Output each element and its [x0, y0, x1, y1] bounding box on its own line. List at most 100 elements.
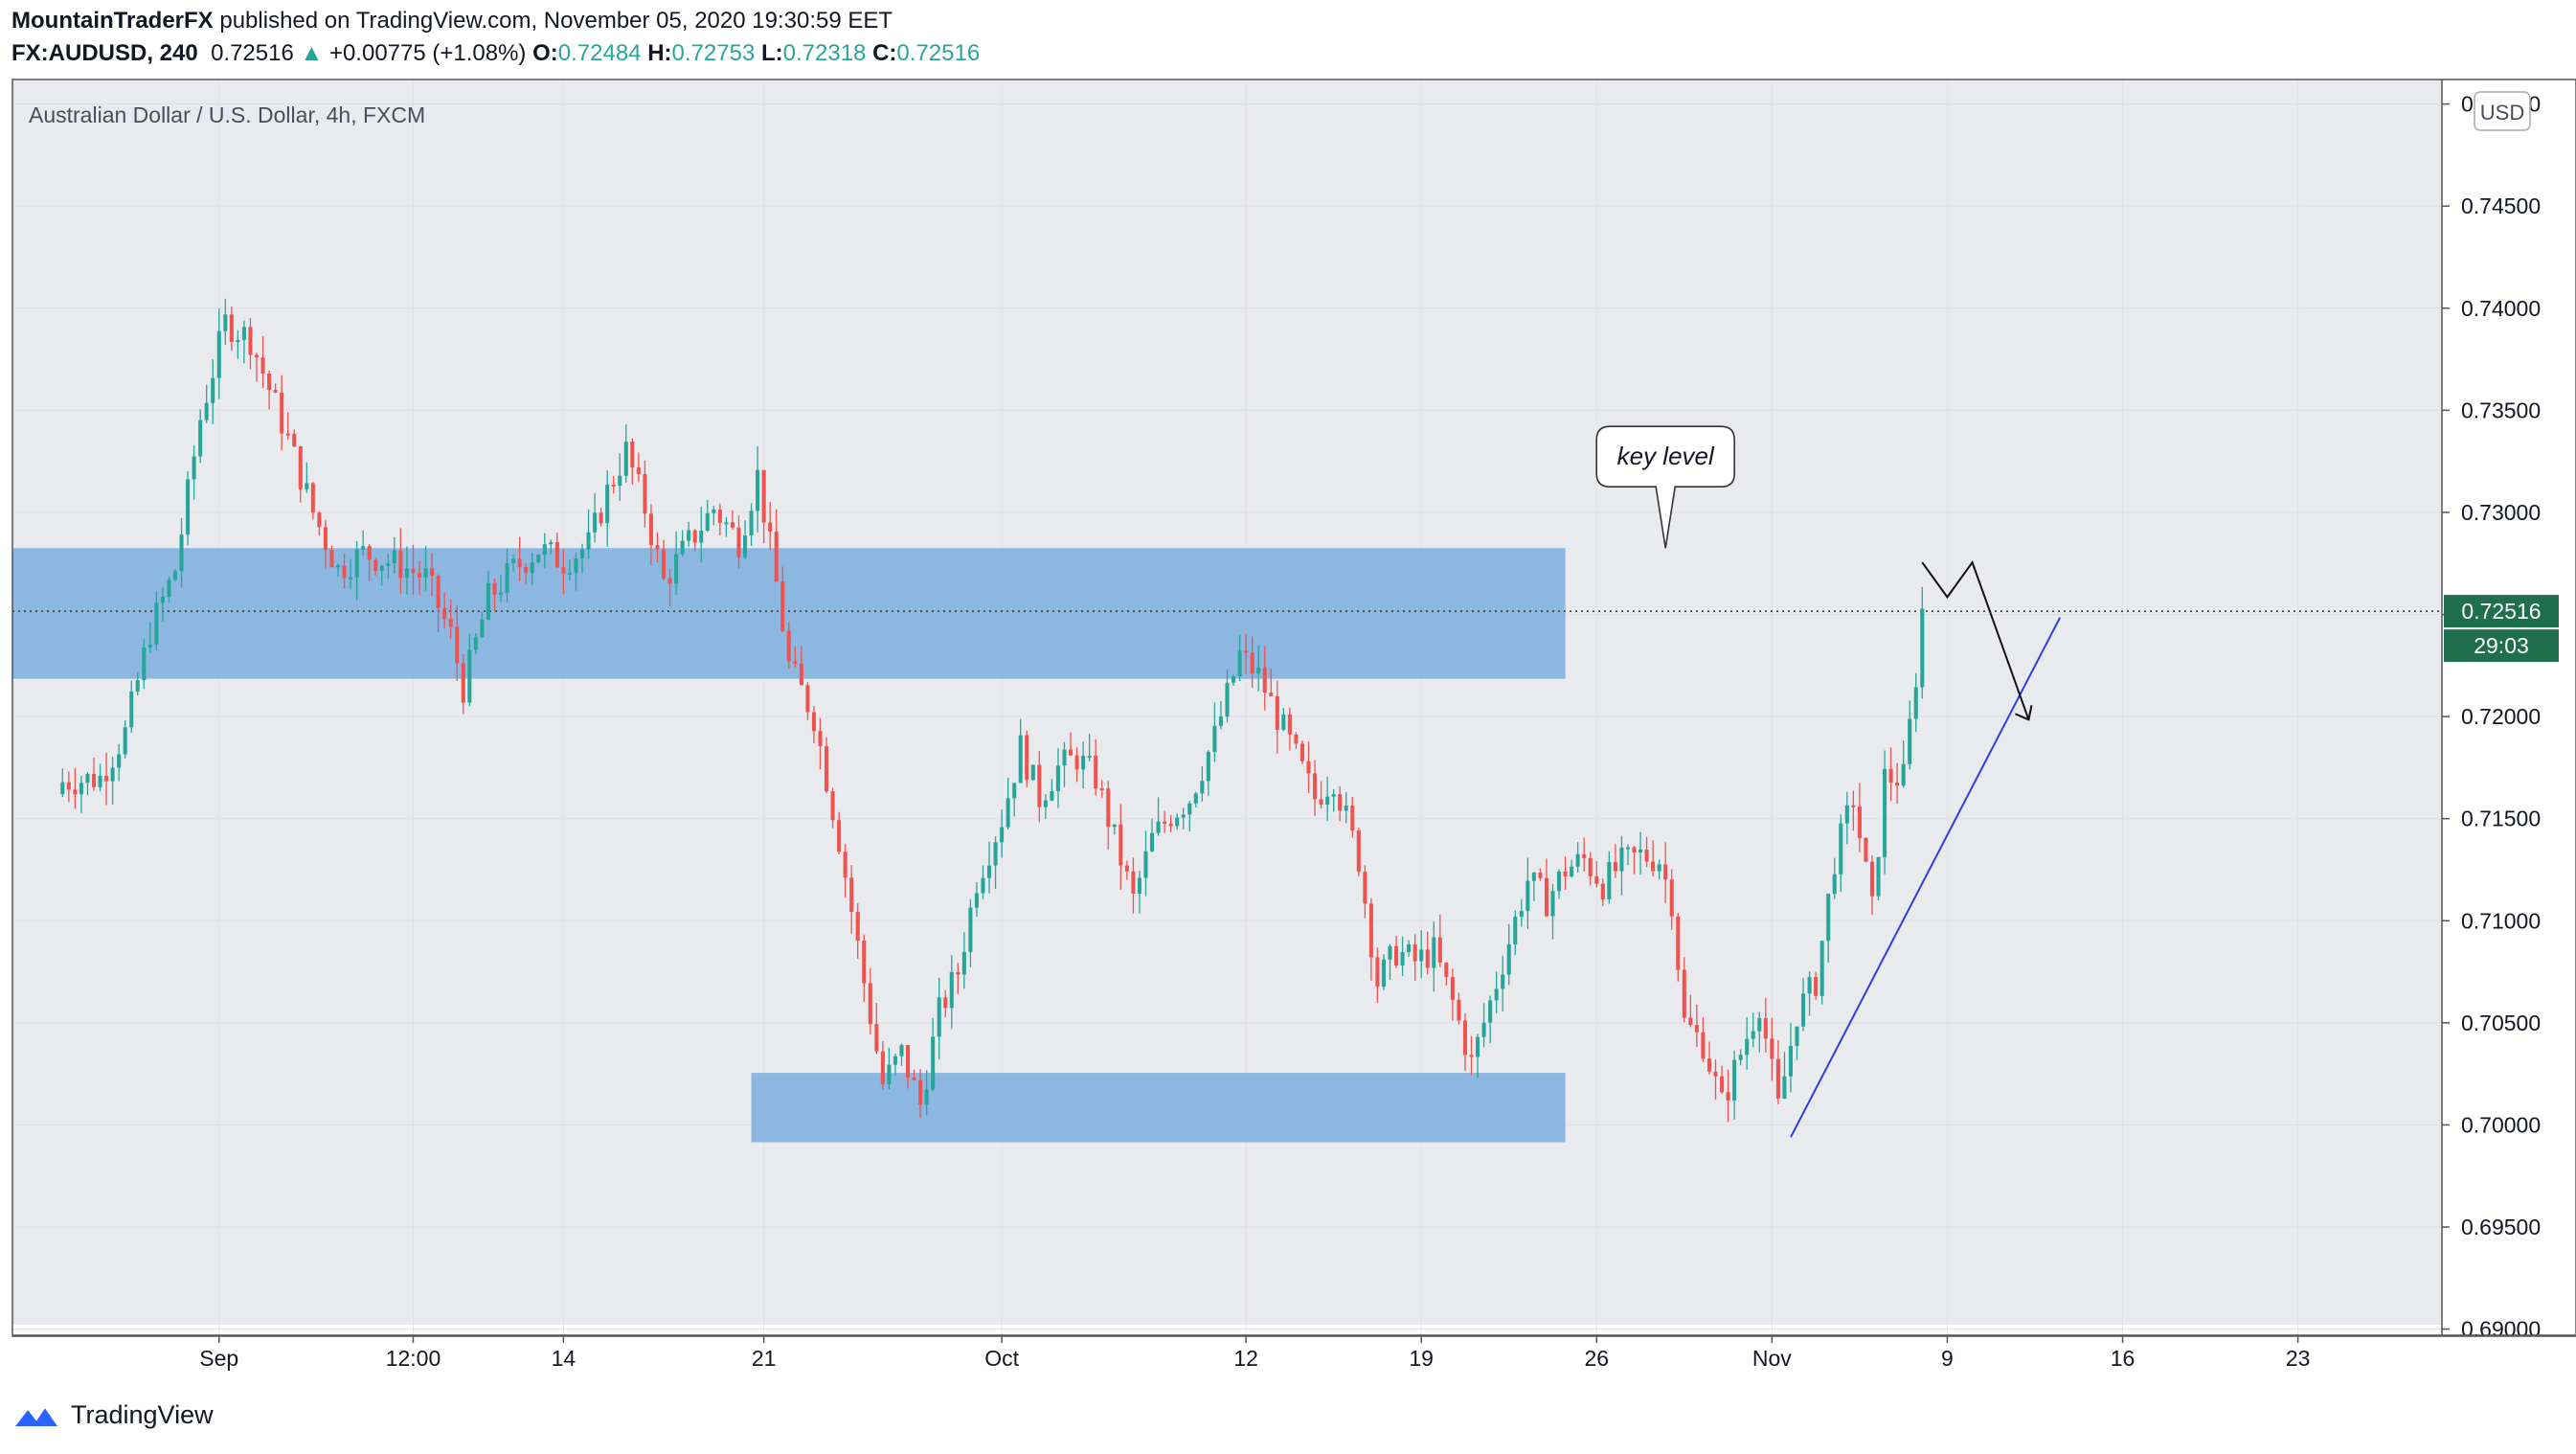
symbol-label[interactable]: FX:AUDUSD, 240	[11, 40, 198, 66]
candle-up	[1625, 847, 1631, 850]
candle-up	[1256, 667, 1261, 674]
candle-down	[367, 546, 372, 560]
candle-up	[593, 512, 598, 533]
candle-down	[692, 530, 697, 543]
candle-up	[1751, 1031, 1755, 1039]
chart-border	[11, 79, 2576, 1337]
price-change: +0.00775 (+1.08%)	[328, 40, 527, 66]
candle-down	[91, 774, 97, 787]
candle-down	[1444, 962, 1449, 978]
candle-down	[1275, 695, 1279, 730]
currency-box-frame	[2474, 91, 2531, 131]
candle-up	[467, 649, 472, 703]
candle-up	[179, 534, 184, 572]
candle-up	[354, 549, 359, 578]
candle-up	[1531, 873, 1536, 881]
high-value: 0.72753	[671, 40, 756, 66]
candle-up	[1237, 650, 1242, 677]
candle-down	[73, 789, 78, 795]
candle-down	[1394, 945, 1399, 966]
candle-up	[1325, 796, 1330, 806]
trendline	[1790, 617, 2062, 1138]
callout-bubble	[1595, 425, 1736, 549]
candle-down	[630, 442, 635, 467]
author-name[interactable]: MountainTraderFX	[11, 8, 214, 34]
candle-up	[480, 619, 485, 638]
candle-down	[1895, 783, 1900, 786]
candle-down	[830, 791, 835, 821]
candle-down	[1676, 916, 1681, 970]
candle-down	[1701, 1032, 1706, 1059]
candle-up	[961, 951, 966, 975]
candle-down	[1706, 1058, 1712, 1072]
candle-up	[1187, 803, 1192, 815]
candle-down	[1594, 875, 1599, 884]
candle-down	[411, 568, 416, 574]
candle-down	[1250, 652, 1254, 674]
candle-down	[1450, 977, 1455, 1000]
candle-up	[1062, 749, 1067, 766]
candle-down	[1350, 805, 1355, 831]
candle-down	[1864, 837, 1868, 862]
price-axis-background[interactable]	[2442, 80, 2576, 1336]
candle-up	[1344, 805, 1348, 811]
currency-box[interactable]: USD	[2474, 91, 2531, 131]
x-tick-label: 14	[552, 1346, 576, 1371]
candle-up	[110, 767, 115, 782]
candle-down	[260, 357, 265, 375]
candle-up	[1501, 974, 1505, 989]
footer-brand[interactable]: TradingView	[71, 1400, 214, 1429]
candle-up	[1225, 682, 1230, 717]
candle-up	[1550, 891, 1555, 917]
candle-up	[198, 420, 203, 457]
countdown-badge-text: 29:03	[2474, 633, 2529, 658]
candle-up	[1738, 1055, 1743, 1060]
candle-down	[561, 567, 566, 574]
candle-down	[1462, 1020, 1467, 1056]
close-label: C:	[872, 40, 897, 66]
candle-down	[611, 484, 616, 487]
candle-down	[1319, 799, 1323, 806]
candle-down	[1037, 764, 1042, 807]
candle-down	[1412, 943, 1417, 962]
callout-text: key level	[1617, 442, 1715, 470]
candle-up	[85, 774, 90, 784]
y-tick-label: 0.69000	[2461, 1317, 2541, 1342]
candle-down	[643, 474, 647, 514]
candle-down	[398, 550, 403, 579]
candle-up	[536, 555, 541, 563]
candle-down	[880, 1051, 885, 1084]
candle-down	[254, 354, 260, 358]
candle-up	[1788, 1045, 1794, 1077]
price-badge	[2444, 595, 2559, 628]
candle-up	[392, 550, 396, 564]
candle-up	[1400, 952, 1405, 966]
candle-down	[104, 775, 109, 782]
candle-down	[280, 392, 284, 434]
candle-down	[667, 578, 672, 584]
candle-up	[1844, 805, 1849, 824]
candle-down	[793, 661, 798, 664]
key-level-callout[interactable]: key level	[1595, 425, 1736, 549]
x-tick-label: Oct	[984, 1346, 1019, 1371]
candle-down	[267, 374, 272, 391]
candle-up	[705, 512, 710, 532]
candle-up	[699, 531, 704, 543]
low-label: L:	[760, 40, 783, 66]
candle-down	[1094, 755, 1098, 789]
candle-up	[386, 563, 391, 566]
candle-down	[1368, 903, 1373, 958]
candle-up	[404, 568, 409, 579]
candle-up	[618, 475, 622, 487]
candle-up	[1112, 824, 1117, 828]
candle-up	[1513, 917, 1518, 944]
candle-up	[574, 557, 578, 573]
candle-down	[1106, 788, 1111, 828]
candle-down	[285, 433, 290, 436]
candle-up	[1388, 945, 1392, 960]
candle-down	[1869, 861, 1875, 897]
candle-down	[66, 782, 71, 790]
candle-up	[60, 782, 65, 795]
candle-up	[1638, 849, 1643, 852]
